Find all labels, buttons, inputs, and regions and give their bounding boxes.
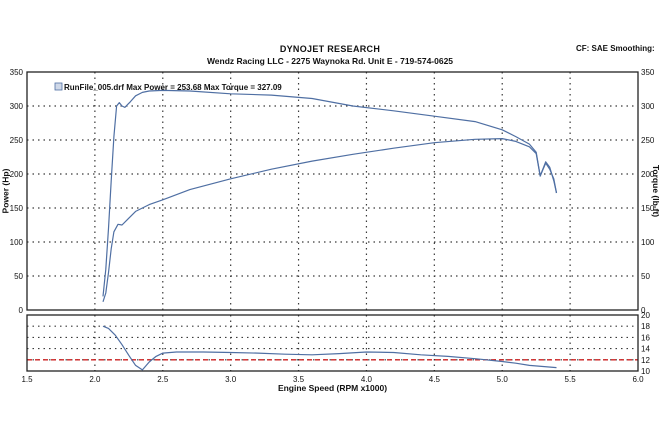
afr-subplot: 10 12 14 16 18 20: [26, 311, 650, 376]
main-plot: 0 50 100 150 200 250 300 350 0 50 100 150 200 250 300 3…: [0, 68, 660, 315]
y-tick-label: 0: [19, 306, 24, 315]
y-axis-label-right: Torque (lb-ft): [651, 165, 660, 217]
y-tick-label-right: 300: [641, 102, 655, 111]
afr-tick-label: 10: [641, 367, 650, 376]
afr-tick-label: 14: [641, 345, 650, 354]
x-tick-label: 2.5: [157, 375, 169, 384]
chart-subtitle: Wendz Racing LLC - 2275 Waynoka Rd. Unit…: [206, 56, 454, 66]
series-line-afr: [102, 325, 557, 371]
legend-text: RunFile_005.drf Max Power = 253.68 Max T…: [64, 83, 282, 92]
y-tick-label-right: 350: [641, 68, 655, 77]
y-tick-label-right: 50: [641, 272, 650, 281]
x-tick-label: 3.0: [225, 375, 237, 384]
y-tick-label: 200: [10, 170, 24, 179]
x-tick-label: 6.0: [632, 375, 644, 384]
series-line-power: [102, 138, 558, 302]
file-icon: [54, 82, 63, 91]
x-tick-label: 2.0: [89, 375, 101, 384]
y-tick-label: 350: [10, 68, 24, 77]
y-tick-label-right: 100: [641, 238, 655, 247]
y-tick-label: 150: [10, 204, 24, 213]
correction-info: CF: SAE Smoothing:: [576, 44, 655, 53]
series-line-torque: [102, 89, 558, 297]
x-tick-label: 5.0: [497, 375, 509, 384]
subplot-frame: [26, 314, 639, 372]
x-axis: 1.5 2.0 2.5 3.0 3.5 4.0 4.5 5.0 5.5 6.0 Engine Spe…: [21, 375, 644, 393]
x-tick-label: 4.0: [361, 375, 373, 384]
y-tick-label: 50: [14, 272, 23, 281]
chart-title: DYNOJET RESEARCH: [279, 44, 381, 54]
y-tick-label-right: 150: [641, 204, 655, 213]
y-tick-label-right: 0: [641, 306, 646, 315]
y-tick-label: 300: [10, 102, 24, 111]
plot-frame: [26, 71, 639, 311]
afr-tick-label: 18: [641, 322, 650, 331]
y-axis-label: Power (Hp): [0, 168, 10, 213]
afr-tick-label: 20: [641, 311, 650, 320]
y-tick-label-right: 200: [641, 170, 655, 179]
afr-tick-label: 12: [641, 356, 650, 365]
y-tick-label: 250: [10, 136, 24, 145]
x-tick-label: 1.5: [21, 375, 33, 384]
x-tick-label: 4.5: [429, 375, 441, 384]
x-tick-label: 5.5: [565, 375, 577, 384]
legend: RunFile_005.drf Max Power = 253.68 Max T…: [54, 82, 282, 92]
y-tick-label-right: 250: [641, 136, 655, 145]
x-axis-label: Engine Speed (RPM x1000): [278, 383, 387, 393]
afr-tick-label: 16: [641, 333, 650, 342]
y-tick-label: 100: [10, 238, 24, 247]
x-tick-label: 3.5: [293, 375, 305, 384]
